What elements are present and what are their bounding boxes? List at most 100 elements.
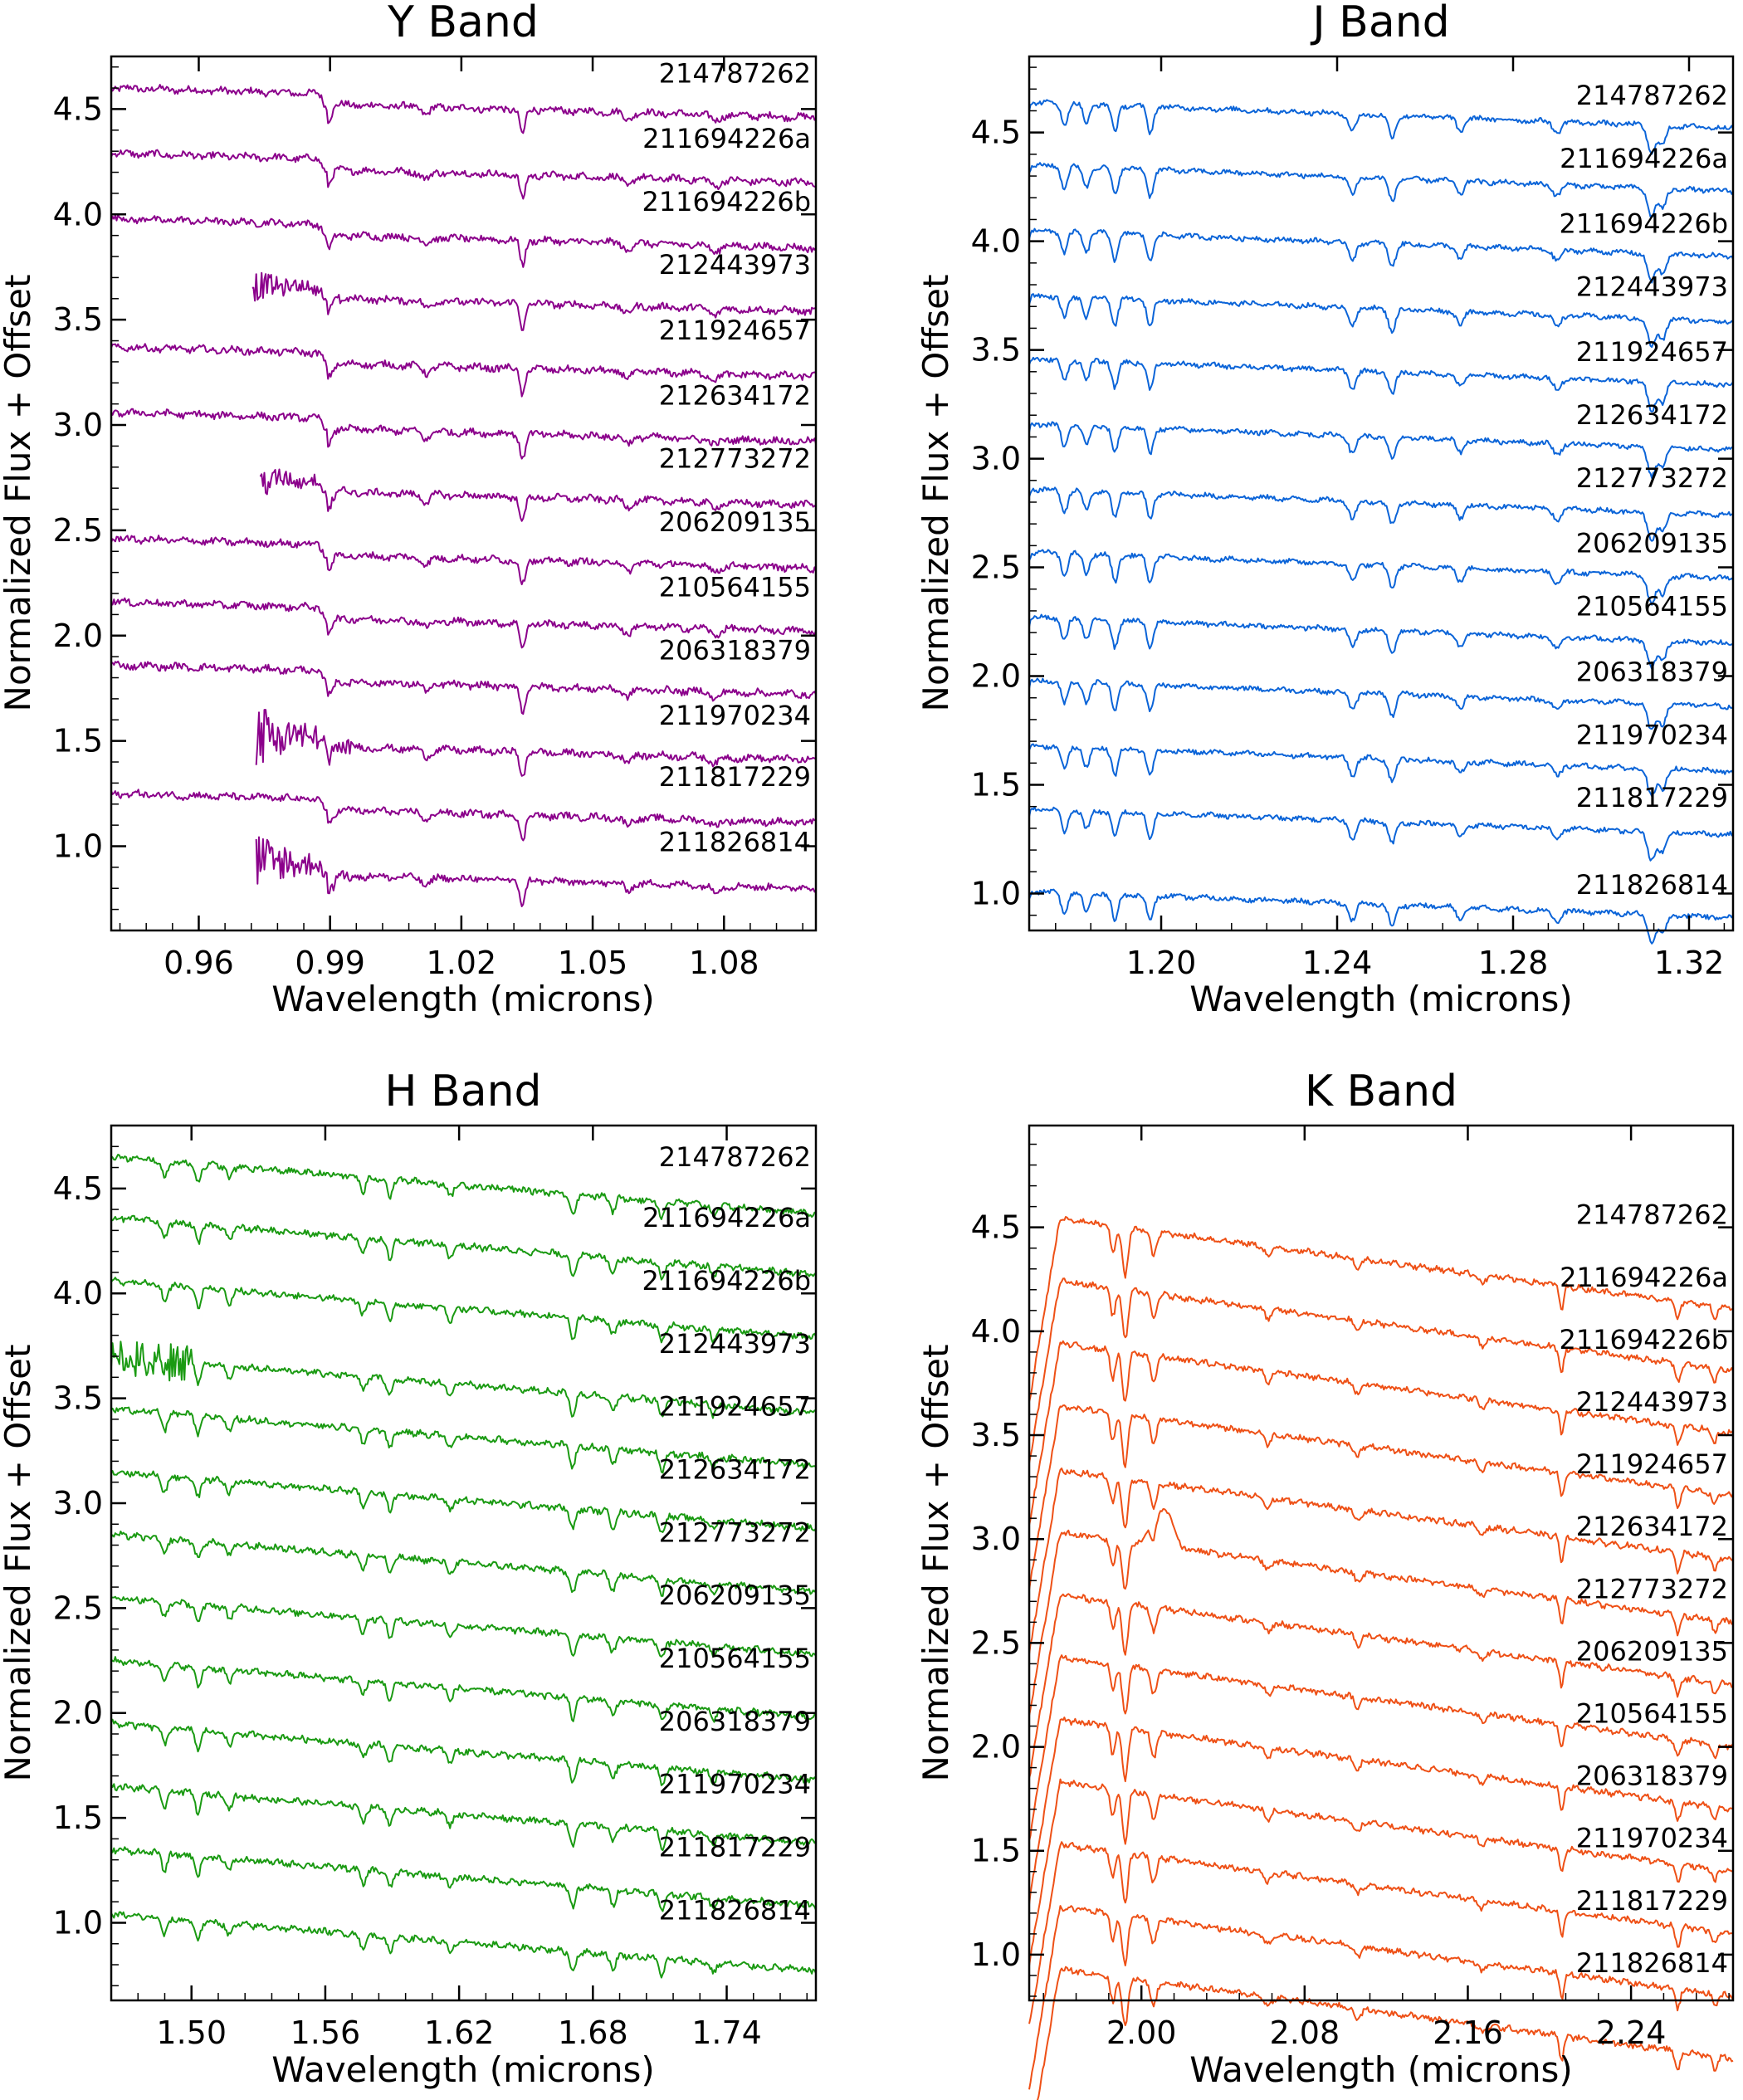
y-band-spectrum-line-206209135 — [110, 535, 817, 586]
j-band-spectrum-line-206209135 — [1028, 549, 1734, 606]
h-band-xtick-label: 1.62 — [424, 2015, 495, 2051]
j-band-spectrum-label-212773272: 212773272 — [1576, 462, 1728, 494]
h-band-xtick-label: 1.50 — [156, 2015, 227, 2051]
h-band-spectrum-line-211694226b — [110, 1277, 817, 1344]
j-band-xtick-label: 1.20 — [1126, 945, 1197, 981]
y-band-spectrum-label-211970234: 211970234 — [659, 700, 811, 731]
k-band-spectrum-label-212443973: 212443973 — [1576, 1386, 1728, 1418]
y-band-spectrum-line-211817229 — [110, 789, 817, 842]
j-band-spectrum-line-211826814 — [1028, 888, 1734, 945]
y-band-spectrum-label-206209135: 206209135 — [659, 506, 811, 538]
y-band-spectrum-label-211817229: 211817229 — [659, 761, 811, 793]
h-band-ytick-label: 1.5 — [53, 1800, 103, 1836]
k-band-xtick-label: 2.00 — [1106, 2015, 1177, 2051]
y-band-spectrum-label-211694226b: 211694226b — [642, 186, 811, 217]
j-band-ytick-label: 1.0 — [971, 875, 1021, 911]
h-band-xtick-label: 1.74 — [691, 2015, 762, 2051]
k-band-spectrum-label-211694226a: 211694226a — [1560, 1262, 1728, 1293]
k-band-spectrum-line-206209135 — [1028, 1654, 1734, 1841]
j-band-spectrum-line-211694226a — [1028, 162, 1734, 218]
h-band-ytick-label: 3.0 — [53, 1485, 103, 1521]
k-band-spectrum-line-211924657 — [1028, 1468, 1734, 1655]
j-band-xlabel: Wavelength (microns) — [1189, 979, 1573, 1019]
j-band-spectrum-line-212443973 — [1028, 293, 1734, 349]
k-band-spectrum-line-212773272 — [1028, 1593, 1734, 1779]
k-band-spectrum-label-212773272: 212773272 — [1576, 1573, 1728, 1604]
h-band-spectrum-line-211826814 — [110, 1911, 817, 1979]
y-band-xtick-label: 1.08 — [689, 945, 759, 981]
h-band-spectrum-label-212634172: 212634172 — [659, 1454, 811, 1486]
j-band-ytick-label: 4.5 — [971, 115, 1021, 151]
h-band-spectrum-label-211924657: 211924657 — [659, 1391, 811, 1423]
k-band-spectrum-label-206318379: 206318379 — [1576, 1761, 1728, 1792]
k-band-spectrum-label-212634172: 212634172 — [1576, 1511, 1728, 1542]
h-band-spectrum-line-211694226a — [110, 1214, 817, 1281]
y-band-panel: Y Band 214787262 211694226a 211694226b 2124… — [0, 0, 818, 1019]
k-band-spectrum-line-212443973 — [1028, 1404, 1734, 1590]
j-band-ytick-label: 3.5 — [971, 332, 1021, 369]
y-band-ytick-label: 3.5 — [53, 301, 103, 338]
h-band-spectrum-line-212634172 — [110, 1470, 817, 1533]
k-band-ytick-label: 3.0 — [971, 1521, 1021, 1557]
y-band-ylabel: Normalized Flux + Offset — [0, 275, 38, 712]
h-band-ytick-label: 2.5 — [53, 1590, 103, 1626]
k-band-spectrum-line-211694226b — [1028, 1340, 1734, 1526]
k-band-xtick-label: 2.16 — [1433, 2015, 1503, 2051]
y-band-spectrum-line-214787262 — [110, 84, 817, 134]
y-band-spectrum-label-212773272: 212773272 — [659, 443, 811, 475]
j-band-spectrum-line-212773272 — [1028, 486, 1734, 542]
h-band-ylabel: Normalized Flux + Offset — [0, 1345, 38, 1782]
j-band-spectrum-label-214787262: 214787262 — [1576, 80, 1728, 111]
k-band-ytick-label: 4.5 — [971, 1209, 1021, 1246]
h-band-spectrum-label-211694226a: 211694226a — [642, 1202, 811, 1233]
k-band-ytick-label: 4.0 — [971, 1313, 1021, 1350]
j-band-ytick-label: 1.5 — [971, 767, 1021, 803]
y-band-ytick-label: 4.0 — [53, 196, 103, 232]
y-band-ytick-label: 1.5 — [53, 723, 103, 759]
k-band-spectrum-label-210564155: 210564155 — [1576, 1698, 1728, 1730]
h-band-xtick-label: 1.56 — [290, 2015, 361, 2051]
h-band-spectrum-line-210564155 — [110, 1656, 817, 1723]
k-band-spectrum-line-206318379 — [1028, 1778, 1734, 1966]
k-band-spectrum-label-211826814: 211826814 — [1576, 1947, 1728, 1979]
h-band-ytick-label: 1.0 — [53, 1904, 103, 1941]
h-band-ytick-label: 4.5 — [53, 1170, 103, 1207]
y-band-spectrum-line-206318379 — [110, 660, 817, 715]
j-band-spectrum-label-211970234: 211970234 — [1576, 719, 1728, 750]
k-band-ylabel: Normalized Flux + Offset — [915, 1345, 956, 1782]
k-band-spectrum-label-211970234: 211970234 — [1576, 1823, 1728, 1854]
j-band-spectrum-label-211826814: 211826814 — [1576, 869, 1728, 901]
y-band-spectrum-line-212773272 — [259, 468, 817, 522]
y-band-xlabel: Wavelength (microns) — [271, 979, 655, 1019]
j-band-spectrum-line-206318379 — [1028, 677, 1734, 730]
h-band-spectrum-label-211817229: 211817229 — [659, 1832, 811, 1863]
k-band-spectrum-label-211817229: 211817229 — [1576, 1885, 1728, 1917]
y-band-spectrum-line-211694226a — [110, 149, 817, 200]
j-band-ytick-label: 2.0 — [971, 658, 1021, 695]
y-band-spectrum-label-214787262: 214787262 — [659, 57, 811, 89]
j-band-spectrum-label-206209135: 206209135 — [1576, 528, 1728, 559]
y-band-ytick-label: 4.5 — [53, 90, 103, 127]
k-band-spectrum-line-211970234 — [1028, 1841, 1734, 2024]
y-band-spectrum-line-211924657 — [110, 343, 817, 398]
k-band-xtick-label: 2.24 — [1596, 2015, 1667, 2051]
j-band-spectrum-line-211694226b — [1028, 227, 1734, 284]
k-band-spectrum-line-211817229 — [1028, 1905, 1734, 2090]
j-band-plot-frame — [1028, 55, 1735, 932]
j-band-spectrum-line-212634172 — [1028, 421, 1734, 480]
h-band-spectrum-label-212443973: 212443973 — [659, 1328, 811, 1360]
k-band-spectrum-line-211826814 — [1037, 1966, 1734, 2100]
j-band-spectrum-label-211924657: 211924657 — [1576, 336, 1728, 368]
h-band-spectrum-label-206318379: 206318379 — [659, 1706, 811, 1737]
j-band-ylabel: Normalized Flux + Offset — [915, 275, 956, 712]
j-band-panel: J Band 214787262 211694226a 211694226b 2124… — [915, 0, 1735, 1019]
y-band-xtick-label: 1.02 — [427, 945, 497, 981]
y-band-spectrum-label-212443973: 212443973 — [659, 249, 811, 281]
k-band-ytick-label: 2.5 — [971, 1624, 1021, 1661]
y-band-xtick-label: 1.05 — [558, 945, 628, 981]
y-band-spectrum-label-211694226a: 211694226a — [642, 123, 811, 154]
k-band-ytick-label: 2.0 — [971, 1729, 1021, 1765]
y-band-title: Y Band — [387, 0, 539, 47]
y-band-spectrum-label-211826814: 211826814 — [659, 826, 811, 857]
j-band-xtick-label: 1.32 — [1654, 945, 1725, 981]
